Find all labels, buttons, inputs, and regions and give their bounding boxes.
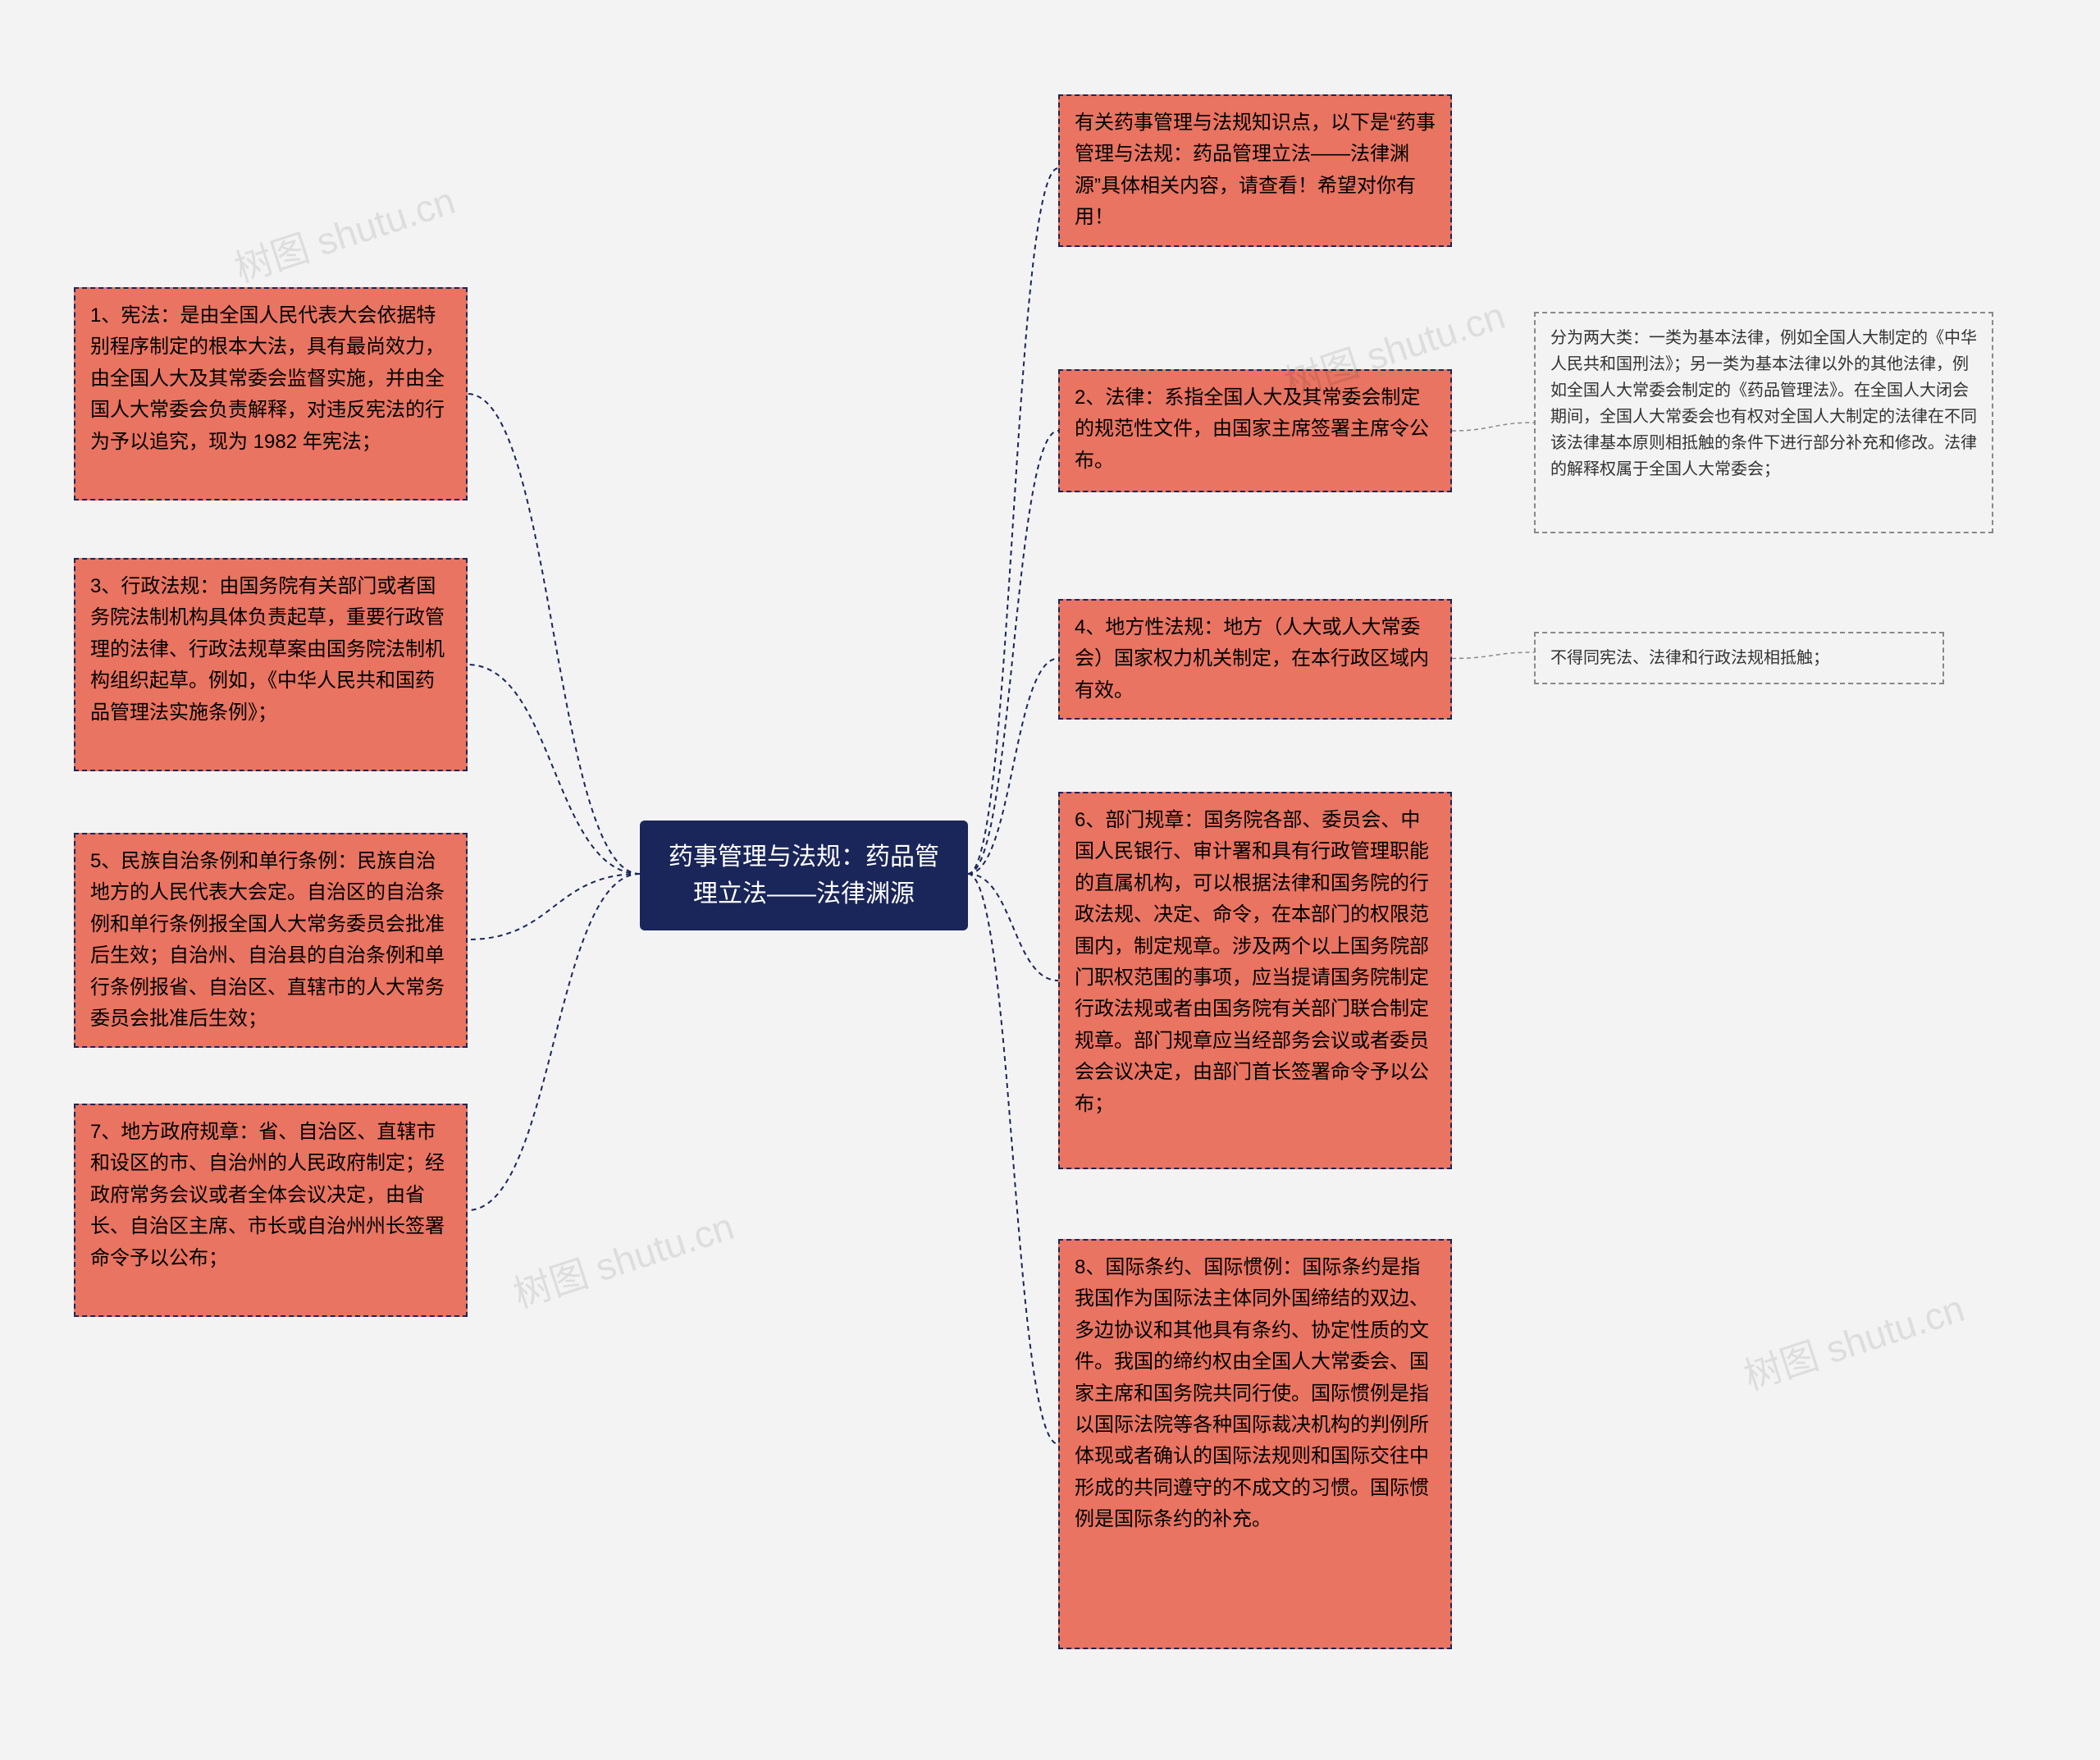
branch-b4: 4、地方性法规：地方（人大或人大常委会）国家权力机关制定，在本行政区域内有效。	[1058, 599, 1452, 720]
branch-b8: 8、国际条约、国际惯例：国际条约是指我国作为国际法主体同外国缔结的双边、多边协议…	[1058, 1239, 1452, 1649]
branch-b1: 1、宪法：是由全国人民代表大会依据特别程序制定的根本大法，具有最尚效力，由全国人…	[74, 287, 468, 501]
branch-b7: 7、地方政府规章：省、自治区、直辖市和设区的市、自治州的人民政府制定；经政府常务…	[74, 1104, 468, 1317]
branch-b5: 5、民族自治条例和单行条例：民族自治地方的人民代表大会定。自治区的自治条例和单行…	[74, 833, 468, 1048]
branch-b2: 2、法律：系指全国人大及其常委会制定的规范性文件，由国家主席签署主席令公布。	[1058, 369, 1452, 492]
watermark-text: 树图 shutu.cn	[506, 1197, 740, 1319]
root-label: 药事管理与法规：药品管 理立法——法律渊源	[669, 843, 939, 907]
watermark-text: 树图 shutu.cn	[227, 171, 461, 294]
branch-b6: 6、部门规章：国务院各部、委员会、中国人民银行、审计署和具有行政管理职能的直属机…	[1058, 792, 1452, 1169]
watermark-text: 树图 shutu.cn	[1737, 1279, 1970, 1401]
leaf-b2: 分为两大类：一类为基本法律，例如全国人大制定的《中华人民共和国刑法》；另一类为基…	[1534, 312, 1993, 533]
leaf-b4: 不得同宪法、法律和行政法规相抵触；	[1534, 632, 1944, 684]
mindmap-canvas: 药事管理与法规：药品管 理立法——法律渊源 1、宪法：是由全国人民代表大会依据特…	[0, 0, 2100, 1760]
branch-b3: 3、行政法规：由国务院有关部门或者国务院法制机构具体负责起草，重要行政管理的法律…	[74, 558, 468, 771]
root-node: 药事管理与法规：药品管 理立法——法律渊源	[640, 821, 968, 930]
branch-intro: 有关药事管理与法规知识点，以下是“药事管理与法规：药品管理立法——法律渊源”具体…	[1058, 94, 1452, 247]
